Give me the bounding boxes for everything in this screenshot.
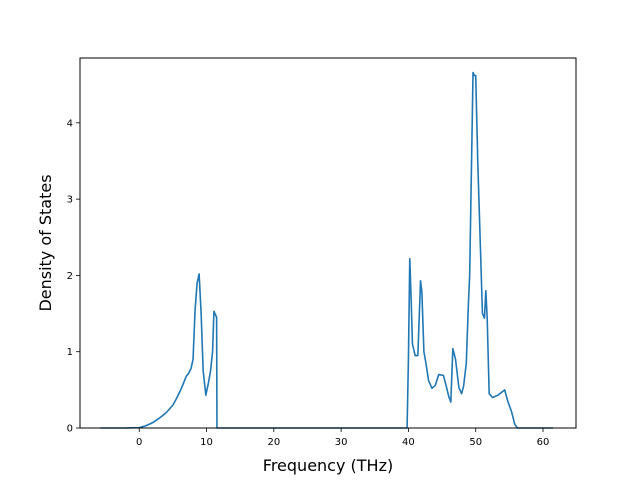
x-tick-label: 40 (402, 437, 415, 448)
x-tick-label: 50 (469, 437, 482, 448)
x-tick-label: 10 (200, 437, 213, 448)
y-axis-label: Density of States (36, 174, 55, 311)
plot-marks (100, 71, 554, 429)
dos-series-line-0 (100, 71, 554, 429)
x-axis-label: Frequency (THz) (263, 456, 393, 475)
y-tick-label: 0 (67, 424, 73, 435)
y-tick-label: 2 (67, 271, 73, 282)
x-tick-label: 20 (267, 437, 280, 448)
plot-frame (79, 57, 577, 429)
y-axis-ticks: 0 1 2 3 4 (67, 118, 80, 435)
x-tick-label: 30 (335, 437, 348, 448)
x-tick-label: 60 (537, 437, 550, 448)
x-axis-ticks: 0 10 20 30 40 50 60 (136, 428, 549, 448)
y-tick-label: 3 (67, 195, 73, 206)
y-tick-label: 4 (67, 118, 73, 129)
x-tick-label: 0 (136, 437, 142, 448)
y-tick-label: 1 (67, 347, 73, 358)
